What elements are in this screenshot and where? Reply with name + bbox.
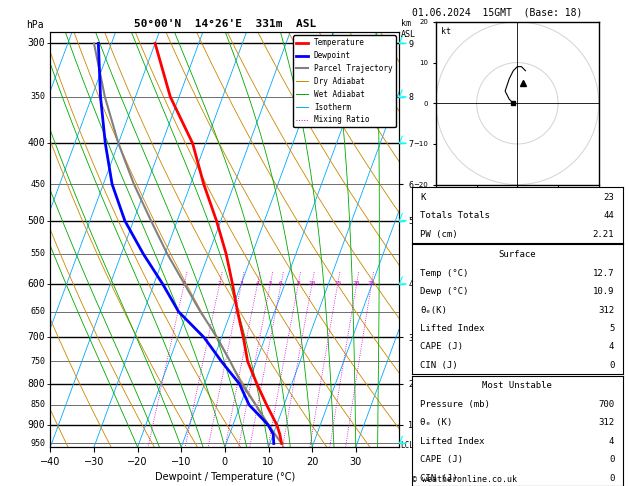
Text: PW (cm): PW (cm) (420, 230, 458, 239)
Text: 10: 10 (308, 281, 316, 286)
Text: 900: 900 (28, 420, 45, 430)
Text: 8: 8 (296, 281, 300, 286)
Text: Most Unstable: Most Unstable (482, 382, 552, 390)
Text: 1: 1 (182, 281, 186, 286)
Text: 700: 700 (598, 400, 615, 409)
Text: kt: kt (441, 27, 451, 36)
Text: Totals Totals: Totals Totals (420, 211, 490, 220)
Text: θₑ(K): θₑ(K) (420, 306, 447, 314)
Text: 10.9: 10.9 (593, 287, 615, 296)
Text: 800: 800 (28, 379, 45, 389)
Text: 44: 44 (604, 211, 615, 220)
X-axis label: Dewpoint / Temperature (°C): Dewpoint / Temperature (°C) (155, 472, 295, 483)
Text: 400: 400 (28, 138, 45, 148)
Text: CAPE (J): CAPE (J) (420, 343, 464, 351)
Text: 600: 600 (28, 279, 45, 289)
Text: 350: 350 (30, 92, 45, 102)
Text: 850: 850 (30, 400, 45, 409)
Text: 12.7: 12.7 (593, 269, 615, 278)
Text: Temp (°C): Temp (°C) (420, 269, 469, 278)
Text: K: K (420, 193, 426, 202)
Text: © weatheronline.co.uk: © weatheronline.co.uk (412, 474, 517, 484)
Text: 0: 0 (609, 455, 615, 464)
Text: 450: 450 (30, 180, 45, 189)
Text: LCL: LCL (400, 441, 414, 450)
Text: 5: 5 (609, 324, 615, 333)
Text: 23: 23 (604, 193, 615, 202)
Text: 15: 15 (334, 281, 342, 286)
Text: hPa: hPa (26, 19, 43, 30)
Text: Dewp (°C): Dewp (°C) (420, 287, 469, 296)
Text: 4: 4 (609, 437, 615, 446)
Text: 700: 700 (28, 332, 45, 343)
Text: 0: 0 (609, 474, 615, 483)
Text: 312: 312 (598, 306, 615, 314)
Text: 3: 3 (240, 281, 243, 286)
Text: 500: 500 (28, 216, 45, 226)
Text: 300: 300 (28, 38, 45, 49)
Text: 650: 650 (30, 307, 45, 316)
Text: Mixing Ratio (g/kg): Mixing Ratio (g/kg) (427, 192, 437, 287)
Text: km
ASL: km ASL (401, 19, 416, 39)
Text: 01.06.2024  15GMT  (Base: 18): 01.06.2024 15GMT (Base: 18) (412, 7, 582, 17)
Text: Pressure (mb): Pressure (mb) (420, 400, 490, 409)
Text: CIN (J): CIN (J) (420, 361, 458, 370)
Text: 750: 750 (30, 357, 45, 366)
Text: 20: 20 (353, 281, 360, 286)
Text: 550: 550 (30, 249, 45, 258)
Text: 2.21: 2.21 (593, 230, 615, 239)
Text: 5: 5 (269, 281, 272, 286)
Text: CAPE (J): CAPE (J) (420, 455, 464, 464)
Text: 4: 4 (609, 343, 615, 351)
Text: Surface: Surface (499, 250, 536, 259)
Text: 0: 0 (609, 361, 615, 370)
Text: Lifted Index: Lifted Index (420, 324, 485, 333)
Text: 2: 2 (218, 281, 221, 286)
Text: 25: 25 (368, 281, 376, 286)
Text: 312: 312 (598, 418, 615, 427)
Text: Lifted Index: Lifted Index (420, 437, 485, 446)
Text: θₑ (K): θₑ (K) (420, 418, 453, 427)
Text: 4: 4 (255, 281, 259, 286)
Legend: Temperature, Dewpoint, Parcel Trajectory, Dry Adiabat, Wet Adiabat, Isotherm, Mi: Temperature, Dewpoint, Parcel Trajectory… (293, 35, 396, 127)
Title: 50°00'N  14°26'E  331m  ASL: 50°00'N 14°26'E 331m ASL (134, 19, 316, 30)
Text: 950: 950 (30, 439, 45, 448)
Text: 6: 6 (279, 281, 283, 286)
Text: CIN (J): CIN (J) (420, 474, 458, 483)
